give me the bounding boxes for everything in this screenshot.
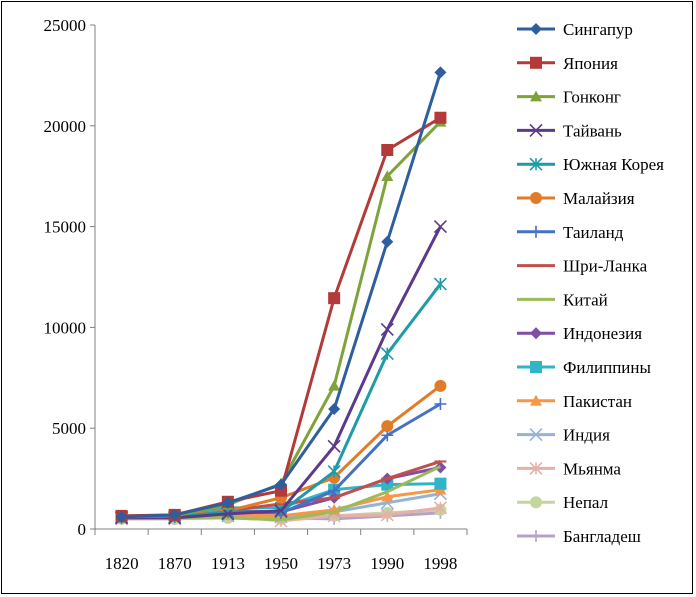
- data-point: [274, 504, 288, 518]
- data-point: [115, 510, 128, 523]
- data-point: [433, 277, 447, 291]
- diamond-marker: [530, 23, 542, 35]
- data-point: [221, 496, 234, 509]
- diamond-marker: [530, 327, 542, 340]
- x-tick-label: 1913: [211, 554, 245, 573]
- data-point: [433, 220, 447, 234]
- data-point: [380, 508, 394, 522]
- data-point: [381, 420, 394, 433]
- data-point: [381, 235, 394, 248]
- square-marker: [530, 361, 542, 373]
- legend-item: Таиланд: [517, 223, 624, 242]
- square-marker: [530, 56, 542, 69]
- legend-item: Пакистан: [517, 392, 632, 411]
- data-point: [275, 484, 287, 497]
- legend-label: Тайвань: [563, 121, 622, 140]
- legend-label: Япония: [563, 54, 618, 73]
- y-tick-label: 20000: [44, 117, 87, 136]
- legend-label: Китай: [563, 290, 608, 309]
- axes: 0 5000 10000 15000 20000 25000 1820 1870 1913 195…: [44, 16, 468, 573]
- plus-marker: [530, 530, 542, 542]
- legend-label: Пакистан: [563, 392, 632, 411]
- triangle-marker: [530, 90, 542, 102]
- x-tick-label: 1820: [105, 554, 139, 573]
- data-point: [328, 292, 341, 305]
- star-marker: [529, 157, 543, 171]
- data-point: [168, 508, 181, 521]
- data-point: [434, 66, 447, 79]
- data-point: [381, 478, 394, 491]
- y-tick-label: 0: [78, 520, 87, 539]
- series-2: [115, 111, 447, 522]
- data-point: [328, 484, 341, 497]
- x-tick-label: 1950: [264, 554, 298, 573]
- legend-item: Бангладеш: [517, 527, 641, 546]
- series-3: [115, 115, 447, 522]
- legend-item: Япония: [517, 54, 618, 73]
- data-point: [434, 477, 447, 490]
- data-point: [433, 501, 447, 515]
- circle-marker: [530, 192, 542, 204]
- data-point: [275, 478, 287, 491]
- x-tick-label: 1870: [158, 554, 192, 573]
- legend-item: Сингапур: [517, 20, 633, 39]
- legend-item: Непал: [517, 493, 609, 512]
- y-tick-label: 5000: [52, 419, 86, 438]
- data-point: [381, 170, 394, 181]
- legend-label: Гонконг: [563, 88, 621, 107]
- legend-label: Мьянма: [563, 459, 621, 478]
- legend-label: Бангладеш: [563, 527, 641, 546]
- data-point: [327, 464, 341, 479]
- legend-item: Индонезия: [517, 324, 642, 343]
- data-point: [434, 379, 447, 392]
- data-point: [328, 379, 341, 391]
- star-marker: [529, 461, 543, 475]
- legend-item: Индия: [517, 426, 610, 445]
- data-point: [327, 439, 341, 453]
- legend-item: Китай: [517, 290, 608, 309]
- y-tick-label: 15000: [44, 218, 87, 237]
- triangle-marker: [530, 394, 542, 406]
- legend-item: Малайзия: [517, 189, 635, 208]
- legend-label: Индонезия: [563, 324, 642, 343]
- y-tick-label: 25000: [44, 16, 87, 35]
- legend-item: Мьянма: [517, 459, 621, 478]
- legend: Сингапур Япония Гонконг Тайвань Южная Корея М…: [517, 20, 664, 546]
- data-point: [381, 490, 394, 502]
- x-marker: [529, 428, 543, 442]
- series-line: [121, 71, 442, 519]
- data-point: [328, 403, 341, 416]
- legend-label: Шри-Ланка: [563, 257, 648, 276]
- legend-item: Южная Корея: [517, 155, 664, 174]
- data-point: [380, 347, 394, 361]
- legend-label: Таиланд: [563, 223, 624, 242]
- data-point: [434, 111, 447, 124]
- legend-label: Филиппины: [563, 358, 652, 377]
- legend-label: Малайзия: [563, 189, 635, 208]
- data-point: [381, 143, 394, 156]
- y-tick-label: 10000: [44, 318, 87, 337]
- x-tick-label: 1990: [370, 554, 404, 573]
- legend-label: Южная Корея: [563, 155, 664, 174]
- plus-marker: [530, 225, 542, 238]
- x-tick-label: 1973: [317, 554, 351, 573]
- legend-item: Шри-Ланка: [517, 257, 648, 276]
- x-tick-label: 1998: [423, 554, 457, 573]
- legend-item: Тайвань: [517, 121, 622, 140]
- legend-label: Индия: [563, 426, 610, 445]
- circle-marker: [530, 496, 542, 509]
- series-1: [115, 66, 447, 523]
- x-marker: [529, 123, 543, 137]
- legend-item: Гонконг: [517, 88, 621, 107]
- series-line: [121, 225, 442, 520]
- legend-label: Непал: [563, 493, 609, 512]
- series-lines: [115, 66, 447, 528]
- data-point: [434, 398, 447, 411]
- legend-item: Филиппины: [517, 358, 652, 377]
- data-point: [221, 507, 235, 521]
- data-point: [380, 322, 394, 336]
- legend-label: Сингапур: [563, 20, 633, 39]
